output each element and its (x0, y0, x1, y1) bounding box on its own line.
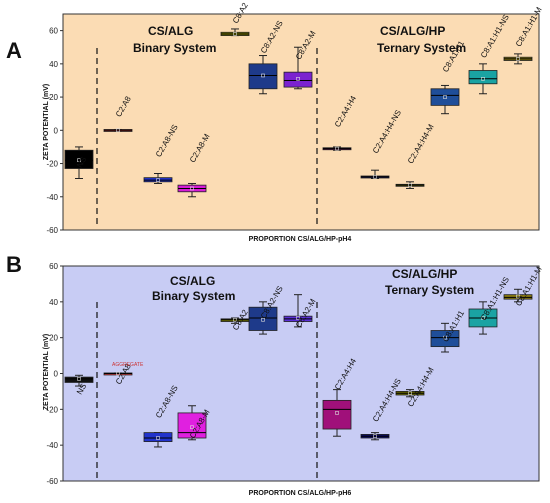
mean-marker-b-11 (481, 316, 485, 320)
y-tick-label-b-0: -60 (46, 477, 58, 486)
ticks-b: -60 -40 -20 0 20 40 60 (46, 262, 63, 486)
panel-label-a: A (6, 38, 22, 63)
mean-marker-b-2 (156, 436, 160, 440)
mean-marker-b-6 (296, 316, 300, 320)
mean-marker-a-3 (190, 186, 194, 191)
mean-marker-b-3 (190, 425, 194, 430)
mean-marker-a-9 (408, 183, 412, 187)
y-tick-label-b-6: 60 (49, 262, 58, 271)
mean-marker-a-8 (373, 175, 377, 179)
box-b-10 (430, 330, 460, 348)
box-a-6 (283, 71, 313, 88)
box-b-0 (64, 376, 94, 383)
mean-marker-b-12 (516, 294, 520, 299)
mean-marker-b-10 (443, 335, 447, 340)
mean-marker-b-8 (373, 434, 377, 439)
annotation-b: AGGREGATE (112, 362, 144, 368)
y-tick-label-b-2: -20 (46, 405, 58, 414)
y-tick-label-b-1: -40 (46, 441, 58, 450)
mean-marker-b-7 (335, 411, 339, 415)
section-subtitle-b-ternary: Ternary System (385, 283, 474, 297)
x-axis-label-b: PROPORTION CS/ALG/HP-pH6 (249, 490, 352, 497)
ticks-a: -60 -40 -20 0 20 40 60 (46, 27, 63, 235)
plot-area-a (62, 13, 540, 231)
section-subtitle-a-binary: Binary System (133, 41, 216, 55)
box-a-10 (430, 88, 460, 106)
y-axis-label-a: ZETA POTENTIAL (mV) (43, 84, 50, 160)
box-a-0 (64, 149, 94, 169)
y-tick-label-a-6: 60 (49, 27, 58, 36)
y-tick-label-a-3: 0 (54, 126, 59, 135)
mean-marker-b-5 (261, 317, 265, 322)
section-title-b-binary: CS/ALG (170, 274, 215, 288)
y-tick-label-a-4: 20 (49, 93, 58, 102)
section-subtitle-a-ternary: Ternary System (377, 41, 466, 55)
box-b-2 (143, 432, 173, 442)
y-tick-label-a-0: -60 (46, 226, 58, 235)
plot-area-b (62, 265, 540, 482)
section-title-b-ternary: CS/ALG/HP (392, 267, 457, 281)
x-axis-label-a: PROPORTION CS/ALG/HP-pH4 (249, 236, 352, 243)
mean-marker-b-0 (77, 377, 81, 381)
y-tick-label-b-4: 20 (49, 334, 58, 343)
section-title-a-ternary: CS/ALG/HP (380, 24, 445, 38)
mean-marker-b-4 (233, 317, 237, 322)
mean-marker-a-11 (481, 77, 485, 81)
section-title-a-binary: CS/ALG (148, 24, 193, 38)
mean-marker-a-6 (296, 77, 300, 81)
mean-marker-a-5 (261, 73, 265, 78)
mean-marker-b-9 (408, 391, 412, 396)
panel-label-b: B (6, 252, 22, 277)
y-tick-label-a-2: -20 (46, 160, 58, 169)
y-tick-label-a-1: -40 (46, 193, 58, 202)
mean-marker-a-12 (516, 57, 520, 61)
y-tick-label-b-5: 40 (49, 298, 58, 307)
y-axis-label-b: ZETA POTENTIAL (mV) (43, 334, 50, 410)
mean-marker-a-1 (116, 128, 120, 133)
mean-marker-b-1 (116, 371, 120, 376)
box-a-5 (248, 63, 278, 90)
mean-marker-a-7 (335, 146, 339, 151)
box-b-5 (248, 306, 278, 331)
y-tick-label-b-3: 0 (54, 370, 59, 379)
mean-marker-a-4 (233, 32, 237, 36)
section-subtitle-b-binary: Binary System (152, 289, 235, 303)
mean-marker-a-2 (156, 178, 160, 182)
mean-marker-a-0 (77, 158, 81, 163)
mean-marker-a-10 (443, 95, 447, 99)
y-tick-label-a-5: 40 (49, 60, 58, 69)
